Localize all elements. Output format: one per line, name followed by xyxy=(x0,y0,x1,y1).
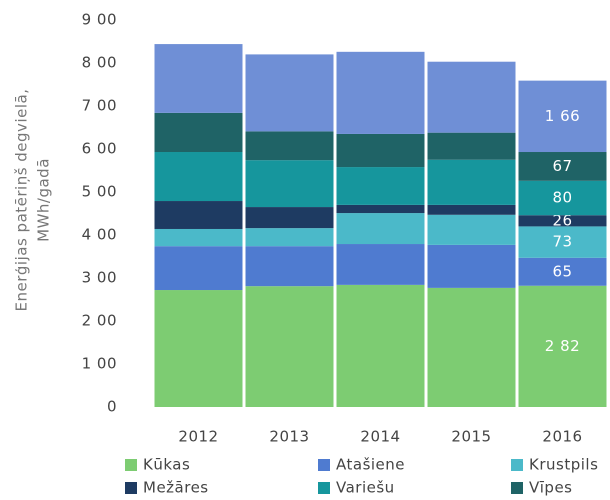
bar-segment xyxy=(245,207,334,229)
legend-label: Variešu xyxy=(336,479,395,497)
legend-label: Kūkas xyxy=(143,456,190,474)
bar-segment xyxy=(245,54,334,132)
data-label: 73 xyxy=(552,233,572,251)
bar-segment xyxy=(427,132,516,160)
legend-label: Vīpes xyxy=(529,479,573,497)
data-label: 1 66 xyxy=(545,107,580,125)
data-label: 26 xyxy=(552,211,572,229)
legend-swatch xyxy=(511,482,523,494)
data-label: 67 xyxy=(552,157,572,175)
legend-swatch xyxy=(125,459,137,471)
y-axis-title-line: Enerģijas patēriņš degvielā, xyxy=(13,89,31,312)
x-tick-label: 2013 xyxy=(269,428,309,446)
x-tick-label: 2014 xyxy=(360,428,400,446)
y-axis-title: Enerģijas patēriņš degvielā, MWh/gadā xyxy=(13,89,53,312)
bar-segment xyxy=(427,214,516,245)
bar-segment xyxy=(427,61,516,133)
bar-segment xyxy=(427,159,516,205)
y-tick-label: 1 00 xyxy=(82,355,117,373)
bar-segment xyxy=(518,180,607,216)
bar-segment xyxy=(336,167,425,205)
bar-segment xyxy=(427,244,516,288)
bar-segment xyxy=(336,284,425,407)
y-tick-label: 9 00 xyxy=(82,11,117,29)
y-axis-title-line: MWh/gadā xyxy=(35,158,53,242)
bar-segment xyxy=(518,226,607,258)
bar-segment xyxy=(518,285,607,407)
legend-swatch xyxy=(318,459,330,471)
y-tick-label: 5 00 xyxy=(82,183,117,201)
bar-segment xyxy=(245,286,334,407)
bar-segment xyxy=(336,133,425,168)
data-label: 2 82 xyxy=(545,337,580,355)
legend-label: Mežāres xyxy=(143,479,209,497)
bar-segment xyxy=(154,152,243,202)
bar-segment xyxy=(336,213,425,245)
legend-swatch xyxy=(511,459,523,471)
bar-segment xyxy=(427,287,516,407)
y-tick-label: 6 00 xyxy=(82,140,117,158)
bar-segment xyxy=(154,246,243,291)
y-tick-label: 3 00 xyxy=(82,269,117,287)
bar-segment xyxy=(336,51,425,134)
y-tick-label: 2 00 xyxy=(82,312,117,330)
bar-segment xyxy=(336,244,425,285)
x-tick-label: 2015 xyxy=(451,428,491,446)
bar-segment xyxy=(245,160,334,208)
bar-segment xyxy=(154,201,243,229)
bar-segment xyxy=(154,112,243,153)
bar-segment xyxy=(154,228,243,247)
bar-segment xyxy=(245,228,334,247)
bar-segment xyxy=(336,204,425,214)
legend-label: Krustpils xyxy=(529,456,598,474)
legend-label: Atašiene xyxy=(336,456,405,474)
bar-segment xyxy=(245,131,334,161)
x-tick-label: 2012 xyxy=(178,428,218,446)
bar-segment xyxy=(518,215,607,227)
bar-segment xyxy=(154,44,243,113)
legend-swatch xyxy=(125,482,137,494)
bar-segment xyxy=(427,204,516,215)
y-tick-label: 4 00 xyxy=(82,226,117,244)
bar-segment xyxy=(154,290,243,407)
y-tick-label: 7 00 xyxy=(82,97,117,115)
x-tick-label: 2016 xyxy=(542,428,582,446)
bar-segment xyxy=(518,80,607,153)
bar-segment xyxy=(518,257,607,286)
legend-swatch xyxy=(318,482,330,494)
y-tick-label: 0 xyxy=(107,398,117,416)
bar-segment xyxy=(518,152,607,181)
bar-segment xyxy=(245,246,334,287)
data-label: 80 xyxy=(552,189,572,207)
y-tick-label: 8 00 xyxy=(82,54,117,72)
data-label: 65 xyxy=(552,262,572,280)
